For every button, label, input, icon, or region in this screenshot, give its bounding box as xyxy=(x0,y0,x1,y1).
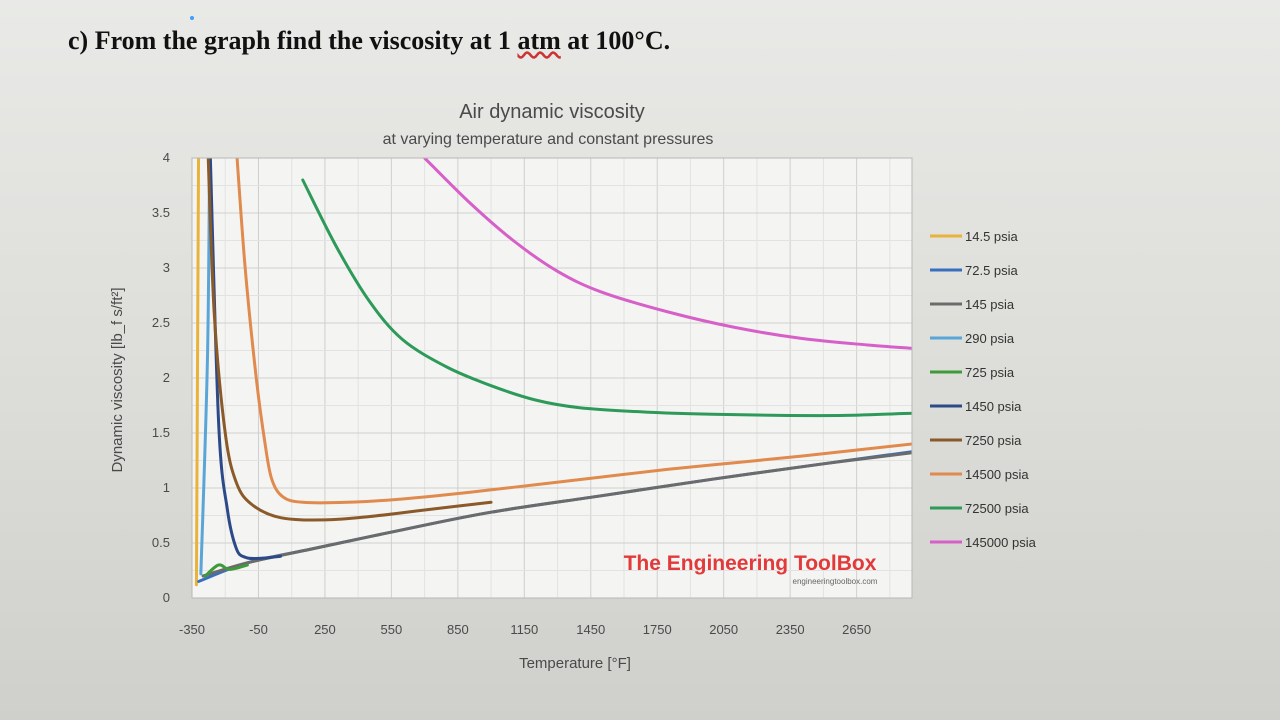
x-tick-label: -50 xyxy=(249,622,268,637)
watermark-url: engineeringtoolbox.com xyxy=(793,577,878,586)
question-underlined-word: atm xyxy=(517,26,561,55)
watermark-brand: The Engineering ToolBox xyxy=(624,552,877,575)
legend-label: 145 psia xyxy=(965,297,1015,312)
question-prefix: c) From the graph find the viscosity at … xyxy=(68,26,518,55)
question-suffix: at 100°C. xyxy=(560,26,671,55)
x-tick-label: 1450 xyxy=(576,622,605,637)
question-text: c) From the graph find the viscosity at … xyxy=(68,26,670,56)
y-tick-label: 1 xyxy=(163,480,170,495)
x-axis-ticks: -350 -50 250 550 850 1150 1450 1750 2050 2350 2650 xyxy=(179,622,871,637)
x-tick-label: 2050 xyxy=(709,622,738,637)
y-tick-label: 1.5 xyxy=(152,425,170,440)
y-axis-ticks: 0 0.5 1 1.5 2 2.5 3 3.5 4 xyxy=(152,150,170,605)
legend-label: 14.5 psia xyxy=(965,229,1019,244)
legend: 14.5 psia 72.5 psia 145 psia 290 psia 725 ps… xyxy=(930,229,1037,550)
legend-label: 1450 psia xyxy=(965,399,1022,414)
series-line-8 xyxy=(301,178,912,418)
x-tick-label: -350 xyxy=(179,622,205,637)
legend-label: 725 psia xyxy=(965,365,1015,380)
y-tick-label: 0.5 xyxy=(152,535,170,550)
y-tick-label: 3 xyxy=(163,260,170,275)
legend-label: 14500 psia xyxy=(965,467,1029,482)
legend-label: 290 psia xyxy=(965,331,1015,346)
y-tick-label: 3.5 xyxy=(152,205,170,220)
x-tick-label: 250 xyxy=(314,622,336,637)
series-line-6 xyxy=(206,158,493,522)
y-axis-title: Dynamic viscosity [lb_f s/ft²] xyxy=(109,287,126,472)
series-line-0 xyxy=(194,158,201,587)
x-axis-title: Temperature [°F] xyxy=(519,655,631,672)
y-tick-label: 2 xyxy=(163,370,170,385)
chart-title: Air dynamic viscosity xyxy=(459,101,645,123)
x-tick-label: 2650 xyxy=(842,622,871,637)
series-line-7 xyxy=(235,158,912,505)
series-line-4 xyxy=(203,563,249,578)
y-tick-label: 4 xyxy=(163,150,170,165)
x-tick-label: 850 xyxy=(447,622,469,637)
series-line-9 xyxy=(423,158,912,350)
y-tick-label: 2.5 xyxy=(152,315,170,330)
x-tick-label: 2350 xyxy=(776,622,805,637)
x-tick-label: 1750 xyxy=(643,622,672,637)
legend-label: 7250 psia xyxy=(965,433,1022,448)
legend-label: 72.5 psia xyxy=(965,263,1019,278)
x-tick-label: 550 xyxy=(381,622,403,637)
y-tick-label: 0 xyxy=(163,590,170,605)
legend-label: 145000 psia xyxy=(965,535,1037,550)
ink-dot xyxy=(190,16,194,20)
x-tick-label: 1150 xyxy=(510,622,538,637)
chart-subtitle: at varying temperature and constant pres… xyxy=(383,131,714,148)
legend-label: 72500 psia xyxy=(965,501,1029,516)
series-layer xyxy=(194,158,912,587)
plot-border xyxy=(191,157,913,599)
